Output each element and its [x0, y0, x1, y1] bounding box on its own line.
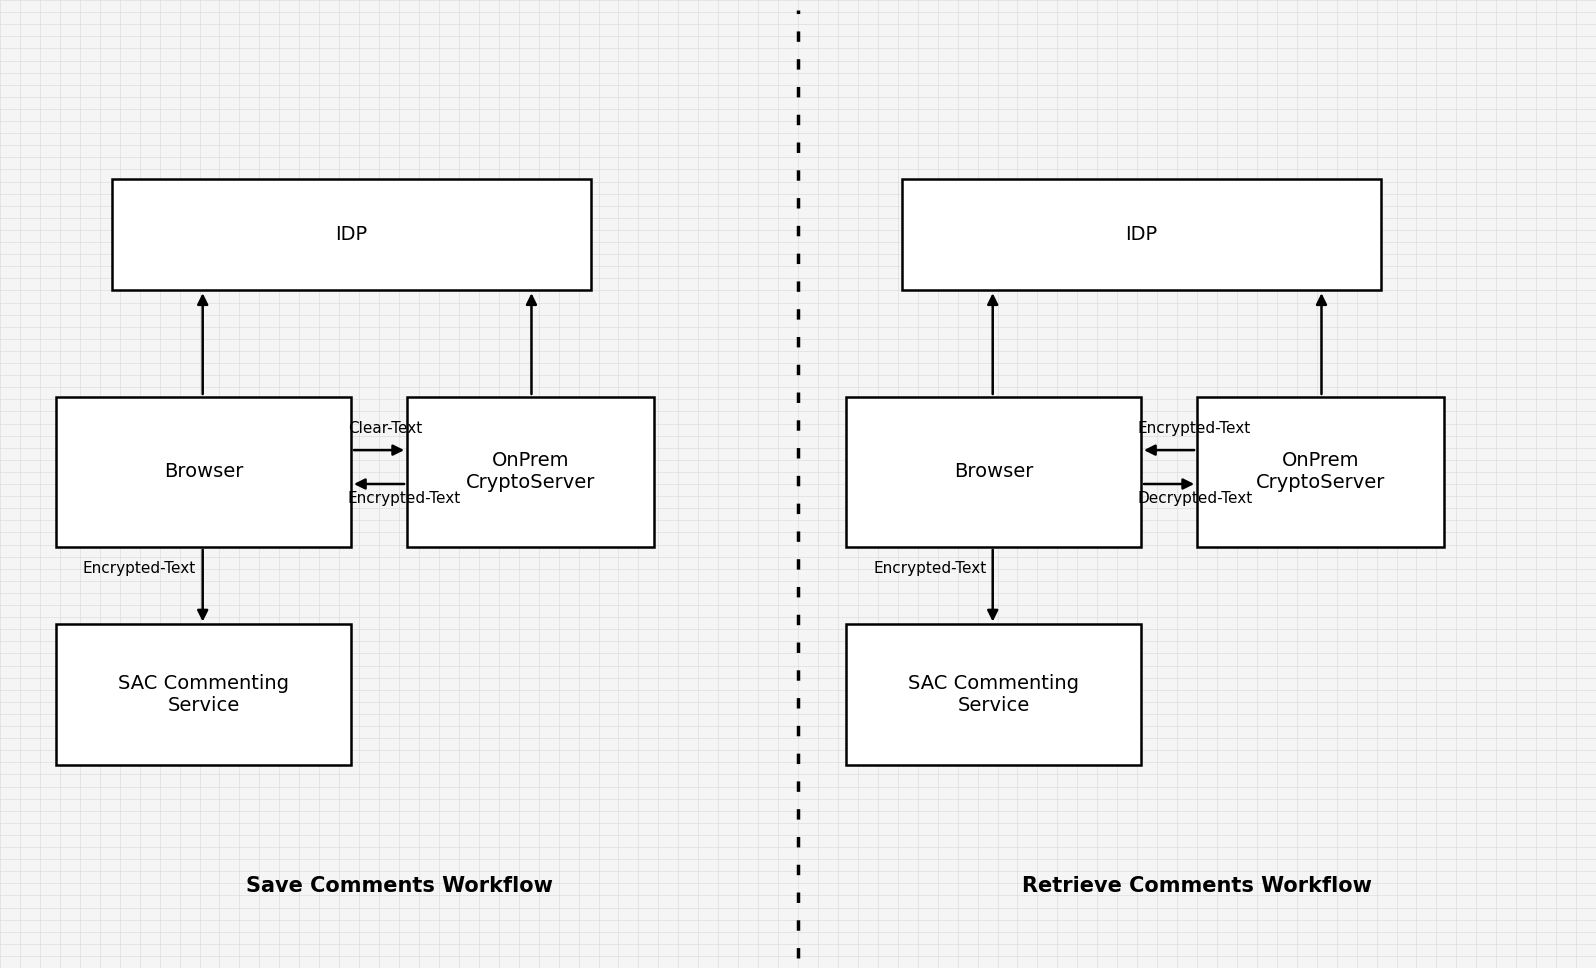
Text: Encrypted-Text: Encrypted-Text [1138, 421, 1251, 436]
Text: Browser: Browser [164, 463, 243, 481]
Text: Clear-Text: Clear-Text [348, 421, 423, 436]
Text: Encrypted-Text: Encrypted-Text [873, 561, 986, 576]
Bar [56, 624, 351, 765]
Text: OnPrem
CryptoServer: OnPrem CryptoServer [466, 451, 595, 493]
Text: Encrypted-Text: Encrypted-Text [348, 492, 461, 506]
Bar [112, 179, 591, 290]
Text: SAC Commenting
Service: SAC Commenting Service [908, 674, 1079, 715]
Text: Save Comments Workflow: Save Comments Workflow [246, 876, 552, 895]
Text: Retrieve Comments Workflow: Retrieve Comments Workflow [1021, 876, 1373, 895]
Bar [846, 397, 1141, 547]
Text: SAC Commenting
Service: SAC Commenting Service [118, 674, 289, 715]
Bar [1197, 397, 1444, 547]
Bar [902, 179, 1381, 290]
Text: OnPrem
CryptoServer: OnPrem CryptoServer [1256, 451, 1385, 493]
Text: Decrypted-Text: Decrypted-Text [1138, 492, 1253, 506]
Text: Browser: Browser [954, 463, 1033, 481]
Bar [407, 397, 654, 547]
Bar [846, 624, 1141, 765]
Text: IDP: IDP [335, 226, 367, 244]
Text: Encrypted-Text: Encrypted-Text [83, 561, 196, 576]
Text: IDP: IDP [1125, 226, 1157, 244]
Bar [56, 397, 351, 547]
